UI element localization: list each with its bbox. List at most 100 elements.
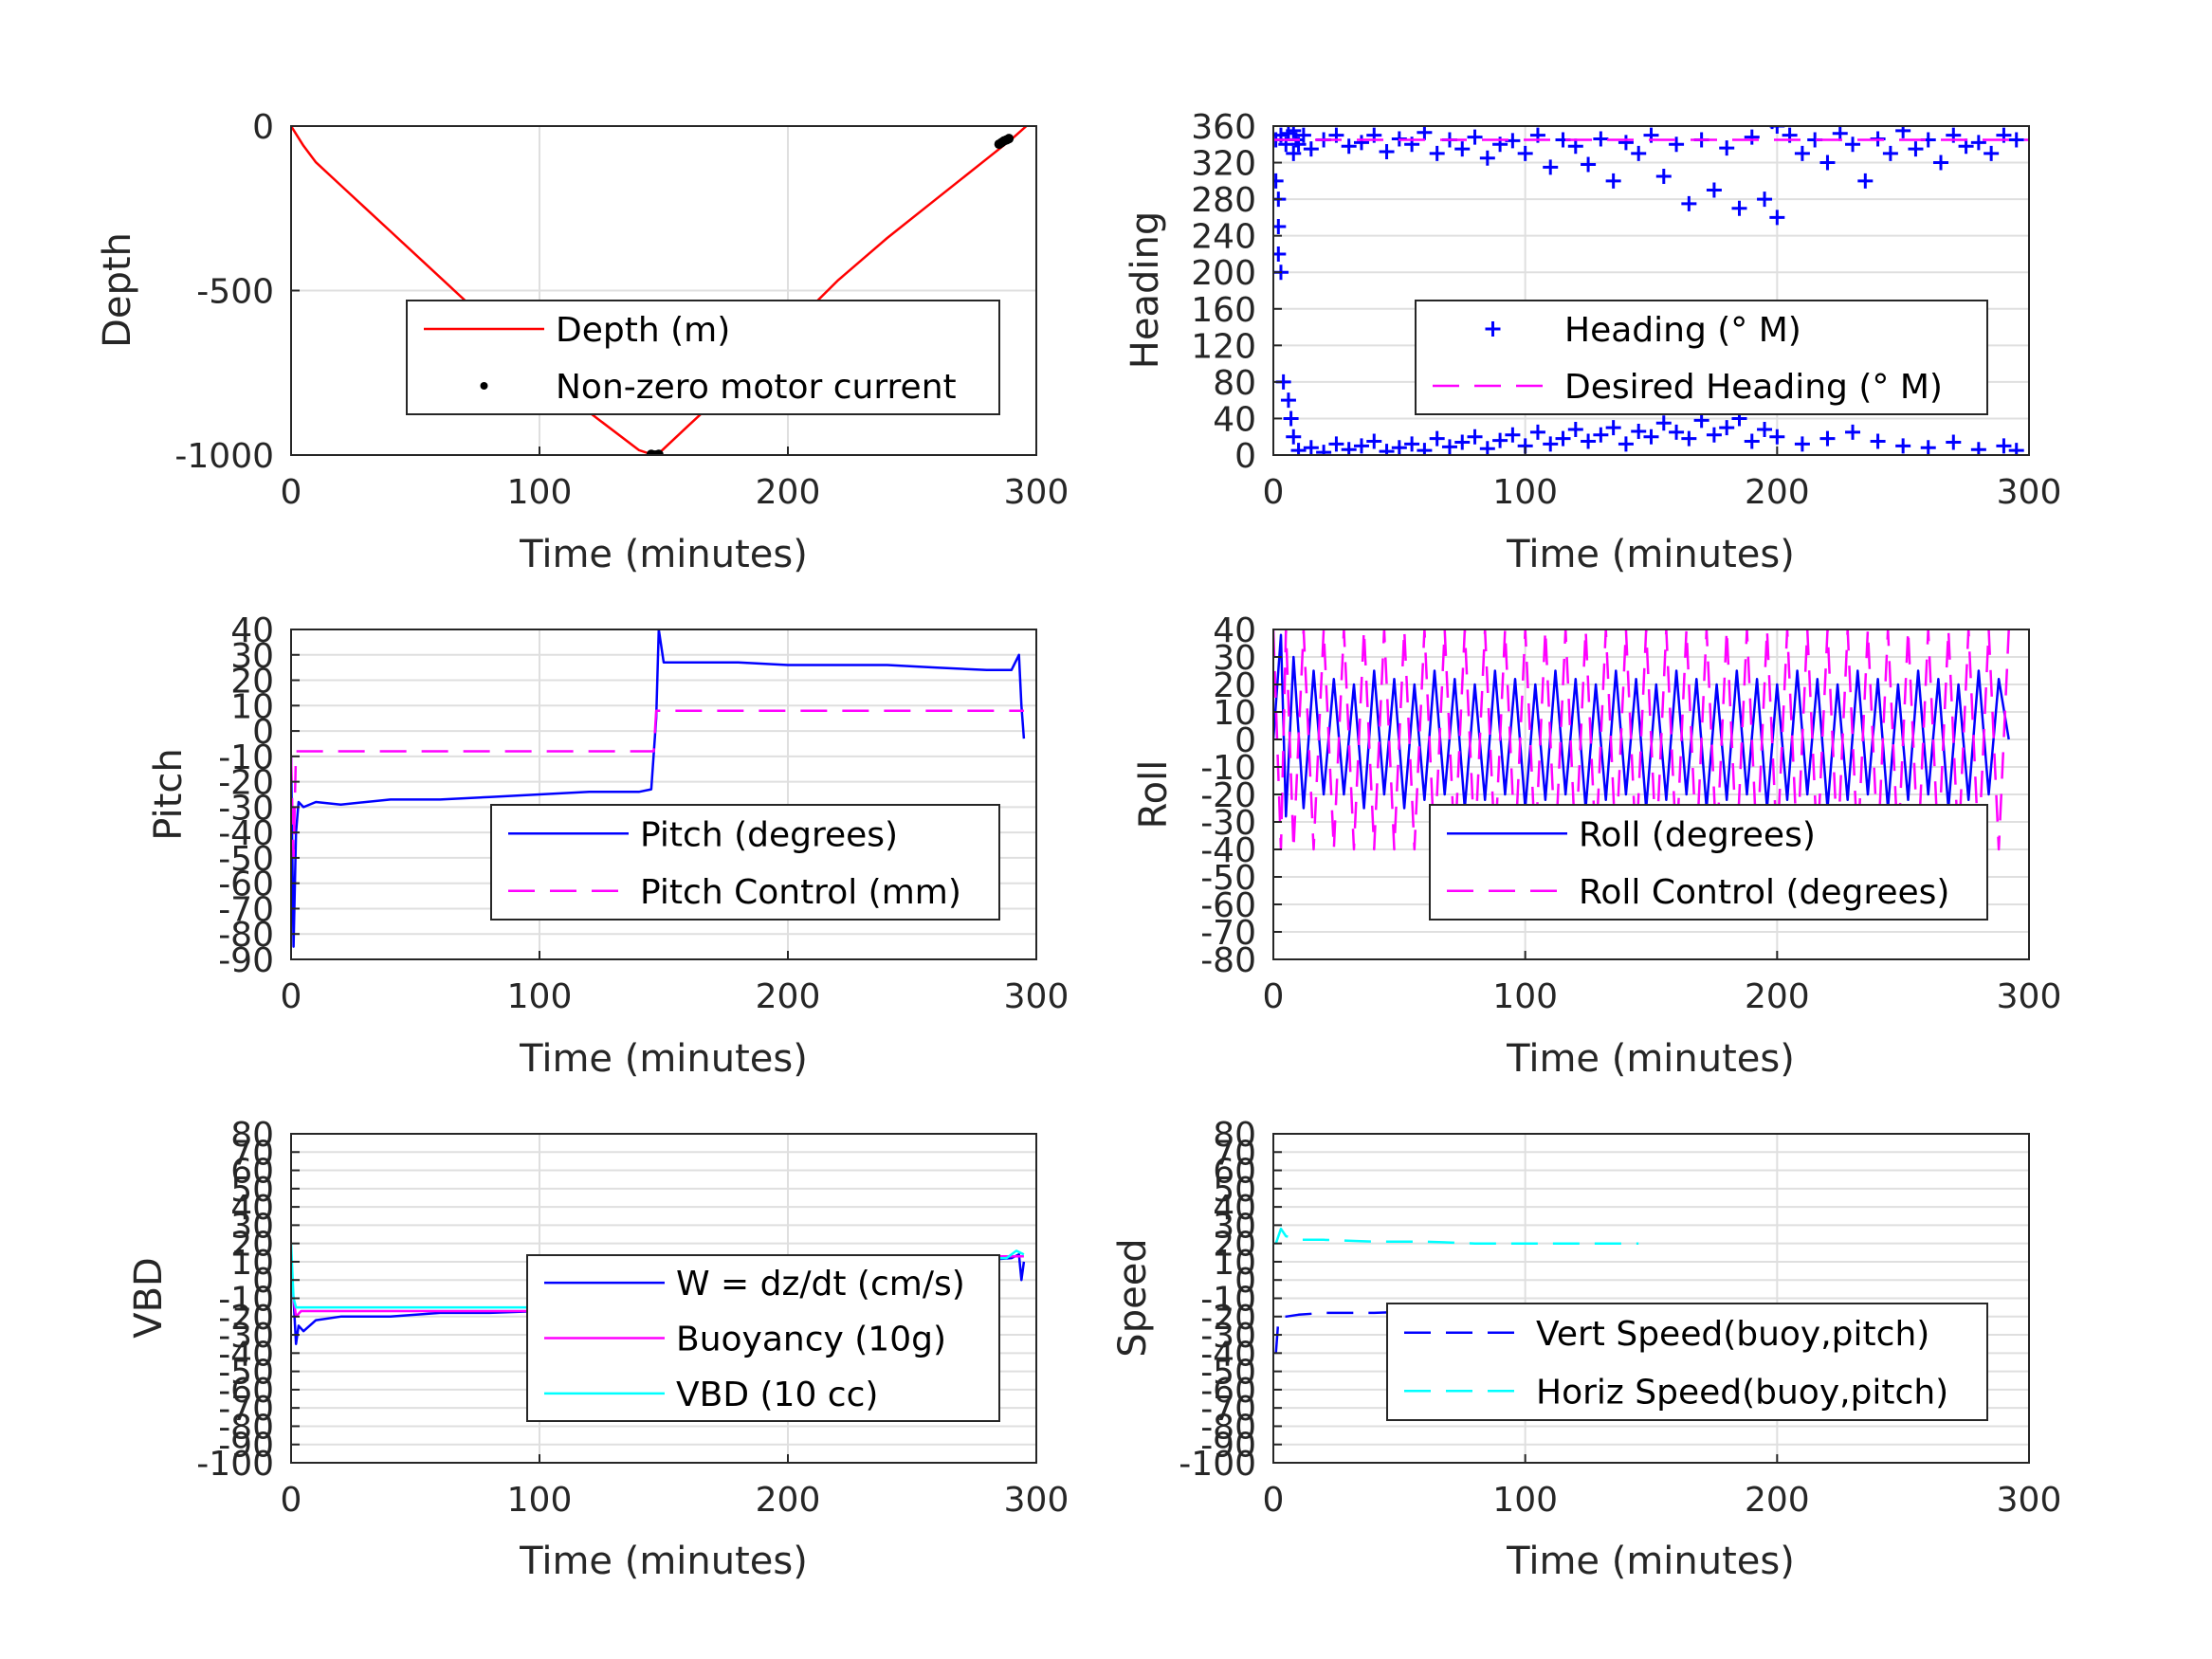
- xtick-label-speed-0: 0: [1263, 1481, 1285, 1520]
- xtick-label-heading-1: 100: [1492, 473, 1558, 512]
- axes-box-pitch: [290, 629, 1037, 960]
- xlabel-pitch: Time (minutes): [519, 1037, 808, 1081]
- ytick-label-heading-7: 280: [1191, 181, 1256, 220]
- series-heading-0-point-74: [1328, 436, 1344, 452]
- ytick-label-speed-0: -100: [1179, 1445, 1256, 1484]
- series-heading-0-point-85: [1467, 428, 1483, 445]
- series-heading-0-point-114: [1895, 438, 1911, 454]
- ytick-label-roll-2: -60: [1200, 886, 1256, 925]
- series-depth-1-point-8: [1004, 134, 1015, 144]
- series-heading-0-point-9: [1286, 145, 1302, 161]
- series-heading-0-point-66: [1958, 138, 1974, 155]
- ylabel-heading: Heading: [1124, 211, 1167, 369]
- xtick-label-vbd-1: 100: [507, 1481, 573, 1520]
- ytick-label-vbd-0: -100: [196, 1445, 274, 1484]
- series-heading-0-point-88: [1505, 427, 1521, 443]
- xtick-label-pitch-2: 200: [756, 977, 821, 1016]
- panel-pitch: Pitch Time (minutes) 0 100 200 300-90-80-70…: [147, 611, 1069, 1081]
- ytick-label-pitch-8: -10: [218, 738, 274, 777]
- ytick-label-roll-10: 20: [1213, 666, 1256, 705]
- series-heading-0-point-33: [1543, 159, 1559, 175]
- series-heading-0-point-84: [1454, 434, 1471, 450]
- series-heading-0-point-121: [1280, 392, 1296, 409]
- series-heading-0-point-56: [1832, 126, 1848, 141]
- series-heading-0-point-112: [1845, 424, 1861, 440]
- ytick-label-pitch-5: -40: [218, 814, 274, 853]
- series-heading-0-point-76: [1353, 438, 1369, 454]
- series-heading-0-point-37: [1593, 131, 1609, 147]
- ytick-label-heading-0: 0: [1234, 437, 1256, 476]
- legend-heading: Heading (° M) Desired Heading (° M): [1415, 300, 1988, 415]
- series-heading-0-point-95: [1593, 427, 1609, 443]
- legend-pitch: Pitch (degrees) Pitch Control (mm): [490, 804, 1000, 921]
- ylabel-pitch: Pitch: [147, 748, 191, 840]
- series-heading-0-point-111: [1819, 430, 1836, 447]
- series-heading-0-point-62: [1908, 141, 1924, 157]
- ytick-label-speed-13: 30: [1213, 1207, 1256, 1246]
- series-heading-0-point-50: [1757, 191, 1773, 208]
- ytick-label-vbd-17: 70: [230, 1134, 274, 1173]
- legend-box-speed: [1386, 1303, 1988, 1421]
- ytick-label-pitch-0: -90: [218, 941, 274, 980]
- ytick-label-speed-3: -70: [1200, 1390, 1256, 1429]
- series-heading-0-point-100: [1655, 415, 1672, 431]
- legend-entry-speed-1-label: Horiz Speed(buoy,pitch): [1536, 1373, 1948, 1412]
- ytick-label-pitch-2: -70: [218, 890, 274, 929]
- series-heading-0-point-42: [1655, 169, 1672, 185]
- series-heading-0-point-31: [1517, 145, 1533, 161]
- series-heading-0-point-109: [1769, 428, 1785, 445]
- series-heading-0-point-73: [1316, 445, 1332, 455]
- series-heading-0-point-55: [1819, 155, 1836, 171]
- series-heading-0-point-82: [1429, 430, 1445, 447]
- ytick-label-vbd-5: -50: [218, 1354, 274, 1393]
- ytick-label-pitch-12: 30: [230, 637, 274, 676]
- series-heading-0-point-94: [1581, 433, 1597, 449]
- series-heading-0-point-49: [1744, 129, 1760, 145]
- ytick-label-speed-12: 20: [1213, 1226, 1256, 1265]
- xtick-label-depth-3: 300: [1004, 473, 1069, 512]
- series-heading-0-point-81: [1417, 443, 1433, 455]
- legend-box-pitch: [490, 804, 1000, 921]
- series-heading-0-point-118: [1996, 438, 2012, 454]
- xlabel-roll: Time (minutes): [1506, 1037, 1795, 1081]
- xtick-label-heading-3: 300: [1997, 473, 2062, 512]
- panel-speed: Speed Time (minutes) 0 100 200 300-100-90-8…: [1111, 1116, 2061, 1583]
- legend-entry-depth-1-label: Non-zero motor current: [556, 368, 957, 407]
- ytick-label-vbd-15: 50: [230, 1171, 274, 1210]
- xlabel-depth: Time (minutes): [519, 533, 808, 576]
- series-roll-0-line: [1273, 633, 2010, 818]
- xtick-label-vbd-0: 0: [281, 1481, 302, 1520]
- ytick-label-roll-3: -50: [1200, 859, 1256, 898]
- series-heading-0-point-67: [1970, 135, 1986, 151]
- ylabel-depth: Depth: [96, 232, 139, 348]
- legend-roll: Roll (degrees) Roll Control (degrees): [1429, 804, 1988, 921]
- ytick-label-vbd-3: -70: [218, 1390, 274, 1429]
- plot-area-speed: [1274, 1227, 1639, 1354]
- ytick-label-vbd-16: 60: [230, 1153, 274, 1192]
- legend-box-depth: [406, 300, 1000, 415]
- ylabel-speed: Speed: [1111, 1238, 1155, 1357]
- series-heading-0-point-24: [1429, 145, 1445, 161]
- series-depth-1-point-3: [653, 449, 664, 455]
- ytick-label-vbd-11: 10: [230, 1244, 274, 1283]
- ylabel-roll: Roll: [1132, 760, 1176, 830]
- legend-entry-heading-0-swatch: [1485, 321, 1501, 337]
- series-heading-0-point-123: [1286, 428, 1302, 445]
- series-heading-0-point-80: [1404, 436, 1420, 452]
- panel-roll: Roll Time (minutes) 0 100 200 300-80-70-60-…: [1132, 611, 2061, 1081]
- legend-box-roll: [1429, 804, 1988, 921]
- axes-box-heading: [1272, 125, 2030, 456]
- series-heading-0-point-20: [1379, 143, 1395, 159]
- legend-entry-depth-1-swatch: [480, 382, 488, 390]
- legend-entry-heading-0-label: Heading (° M): [1564, 311, 1801, 350]
- ytick-label-depth-0: -1000: [174, 437, 274, 476]
- ytick-label-speed-7: -30: [1200, 1317, 1256, 1356]
- series-heading-0-point-47: [1719, 140, 1735, 156]
- series-heading-0-point-71: [1290, 443, 1307, 455]
- series-heading-0-point-61: [1895, 126, 1911, 138]
- series-heading-0-point-104: [1706, 427, 1722, 443]
- ytick-label-pitch-13: 40: [230, 611, 274, 650]
- series-heading-0-point-17: [1341, 138, 1357, 155]
- ytick-label-pitch-1: -80: [218, 916, 274, 955]
- series-heading-0-point-57: [1845, 137, 1861, 153]
